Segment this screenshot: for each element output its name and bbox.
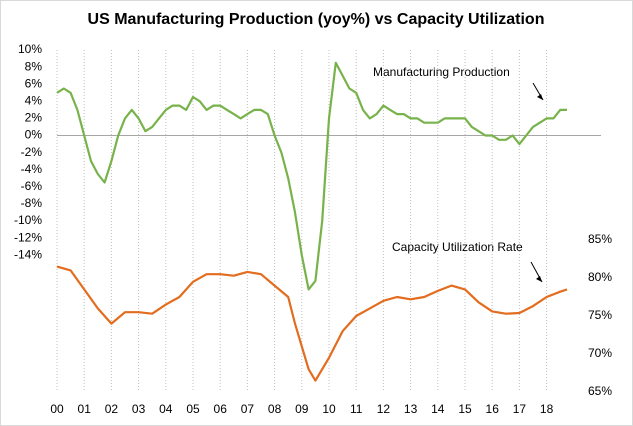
x-tick-label: 12 xyxy=(377,402,391,416)
y-tick-label: -14% xyxy=(14,247,42,261)
x-tick-label: 16 xyxy=(486,402,500,416)
y2-tick-label: 75% xyxy=(588,308,612,322)
y2-tick-label: 70% xyxy=(588,346,612,360)
y2-tick-label: 80% xyxy=(588,270,612,284)
y-tick-label: 6% xyxy=(25,76,43,90)
x-tick-label: 13 xyxy=(404,402,418,416)
x-tick-label: 02 xyxy=(105,402,119,416)
x-tick-label: 10 xyxy=(322,402,336,416)
arrow-head xyxy=(537,94,543,100)
y-tick-label: 0% xyxy=(25,128,43,142)
y-tick-label: -2% xyxy=(21,145,43,159)
x-tick-label: 11 xyxy=(350,402,363,416)
y-tick-label: 10% xyxy=(18,42,42,56)
x-tick-label: 09 xyxy=(295,402,309,416)
x-tick-label: 05 xyxy=(186,402,200,416)
y-tick-label: -12% xyxy=(14,230,42,244)
y-tick-label: -10% xyxy=(14,213,42,227)
x-tick-label: 04 xyxy=(159,402,173,416)
x-tick-label: 07 xyxy=(241,402,255,416)
y-tick-label: 4% xyxy=(25,93,43,107)
y-tick-label: 8% xyxy=(25,59,43,73)
arrow-head xyxy=(536,276,542,282)
x-tick-label: 01 xyxy=(78,402,92,416)
annotation: Capacity Utilization Rate xyxy=(392,240,523,254)
y-tick-label: -4% xyxy=(21,162,43,176)
series-line xyxy=(56,265,568,382)
x-tick-label: 15 xyxy=(458,402,472,416)
y2-tick-label: 85% xyxy=(588,232,612,246)
x-tick-label: 17 xyxy=(513,402,527,416)
x-tick-label: 00 xyxy=(50,402,64,416)
y-tick-label: 2% xyxy=(25,111,43,125)
x-tick-label: 08 xyxy=(268,402,282,416)
series-line xyxy=(56,61,567,291)
y2-tick-label: 65% xyxy=(588,384,612,398)
x-tick-label: 03 xyxy=(132,402,146,416)
y-tick-label: -8% xyxy=(21,196,43,210)
annotation: Manufacturing Production xyxy=(373,65,510,79)
chart-title: US Manufacturing Production (yoy%) vs Ca… xyxy=(88,11,545,28)
y-tick-label: -6% xyxy=(21,179,43,193)
x-tick-label: 14 xyxy=(431,402,445,416)
x-tick-label: 18 xyxy=(540,402,554,416)
x-tick-label: 06 xyxy=(214,402,228,416)
